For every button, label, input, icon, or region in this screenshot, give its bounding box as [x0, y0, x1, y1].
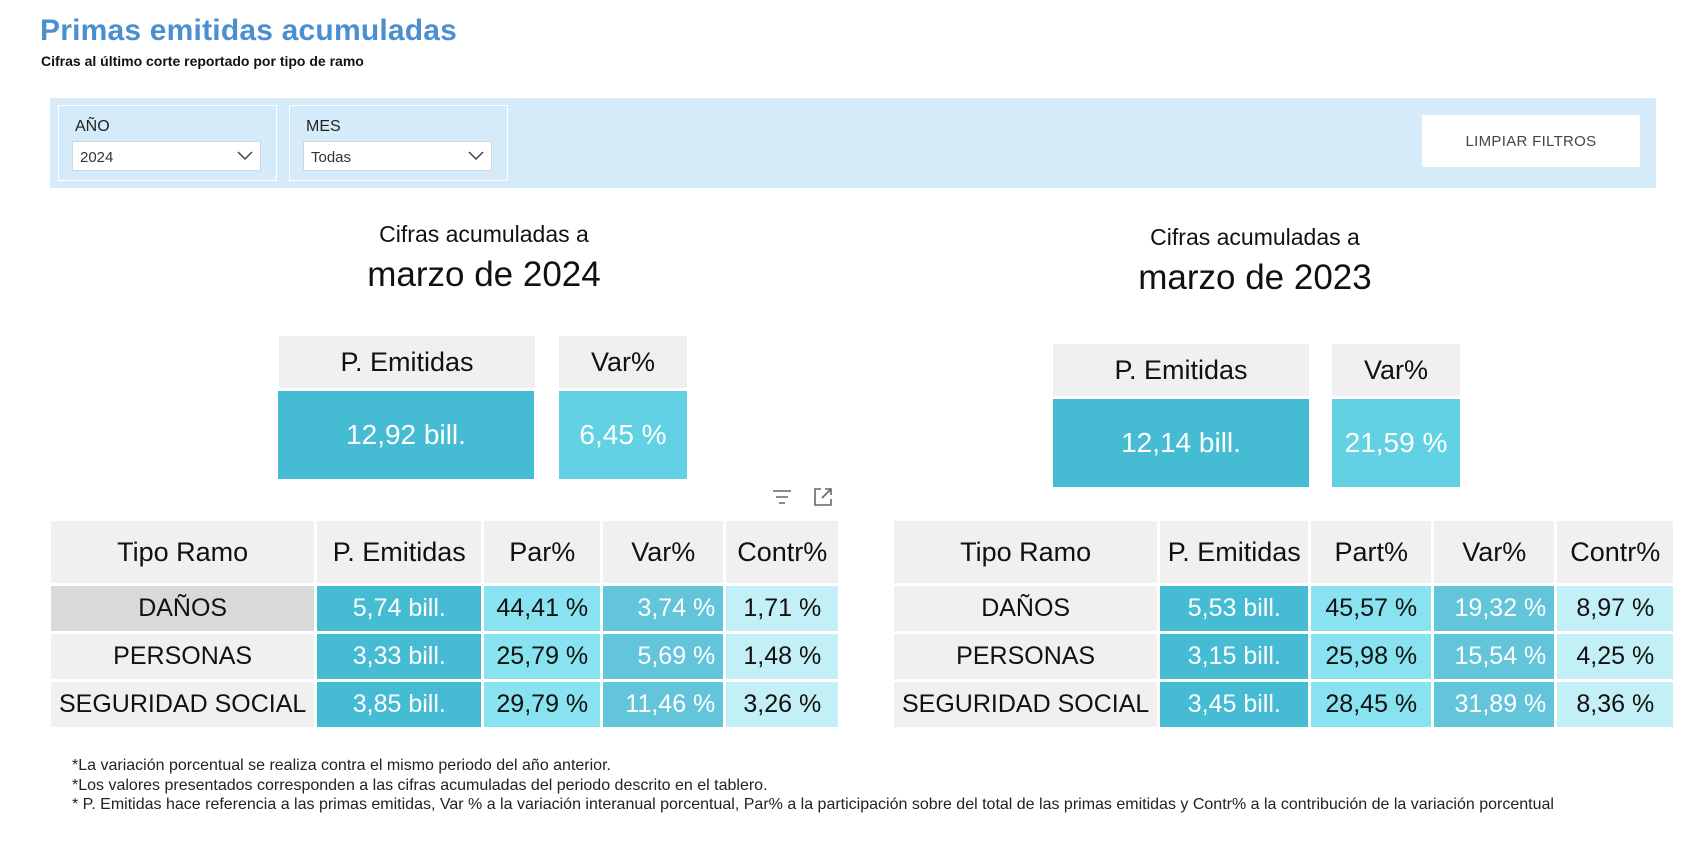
cell-part: 28,45 %	[1311, 682, 1432, 727]
table-row[interactable]: SEGURIDAD SOCIAL 3,45 bill. 28,45 % 31,8…	[894, 682, 1674, 727]
table-row[interactable]: SEGURIDAD SOCIAL 3,85 bill. 29,79 % 11,4…	[51, 682, 839, 727]
cell-contr: 8,36 %	[1557, 682, 1674, 727]
cell-var: 31,89 %	[1434, 682, 1555, 727]
column-header-part[interactable]: Part%	[1311, 521, 1432, 583]
current-pe-kpi-value: 12,92 bill.	[278, 391, 534, 479]
current-var-kpi-label: Var%	[559, 336, 687, 388]
year-dropdown[interactable]: 2024	[72, 141, 261, 171]
table-header-row: Tipo Ramo P. Emitidas Part% Var% Contr%	[894, 521, 1674, 583]
previous-var-kpi-label: Var%	[1332, 344, 1460, 396]
cell-p-emitidas: 3,85 bill.	[317, 682, 482, 727]
cell-p-emitidas: 3,33 bill.	[317, 634, 482, 679]
cell-contr: 8,97 %	[1557, 586, 1674, 631]
month-slicer: MES Todas	[289, 105, 508, 181]
column-header-var[interactable]: Var%	[603, 521, 724, 583]
year-slicer: AÑO 2024	[58, 105, 277, 181]
year-slicer-label: AÑO	[75, 118, 110, 135]
table-row[interactable]: DAÑOS 5,74 bill. 44,41 % 3,74 % 1,71 %	[51, 586, 839, 631]
cell-p-emitidas: 3,15 bill.	[1160, 634, 1309, 679]
filter-icon[interactable]	[771, 486, 793, 508]
footnote-cumulative: *Los valores presentados corresponden a …	[72, 777, 768, 794]
filter-bar: AÑO 2024 MES Todas LIMPIAR FILTROS	[50, 98, 1656, 188]
cell-contr: 1,71 %	[726, 586, 839, 631]
row-label: DAÑOS	[51, 586, 315, 631]
previous-period-title: marzo de 2023	[1138, 258, 1372, 297]
column-header-p-emitidas[interactable]: P. Emitidas	[1160, 521, 1309, 583]
cell-var: 11,46 %	[603, 682, 724, 727]
current-pe-kpi-label: P. Emitidas	[279, 336, 535, 388]
chevron-down-icon	[237, 151, 253, 161]
chevron-down-icon	[468, 151, 484, 161]
cell-p-emitidas: 3,45 bill.	[1160, 682, 1309, 727]
column-header-tipo-ramo[interactable]: Tipo Ramo	[894, 521, 1158, 583]
table-row[interactable]: PERSONAS 3,15 bill. 25,98 % 15,54 % 4,25…	[894, 634, 1674, 679]
current-var-kpi-value: 6,45 %	[559, 391, 687, 479]
row-label: SEGURIDAD SOCIAL	[51, 682, 315, 727]
page-subtitle: Cifras al último corte reportado por tip…	[41, 53, 364, 69]
column-header-contr[interactable]: Contr%	[1557, 521, 1674, 583]
month-dropdown[interactable]: Todas	[303, 141, 492, 171]
cell-p-emitidas: 5,53 bill.	[1160, 586, 1309, 631]
previous-branch-table: Tipo Ramo P. Emitidas Part% Var% Contr% …	[891, 518, 1676, 730]
month-dropdown-value: Todas	[311, 149, 352, 166]
column-header-tipo-ramo[interactable]: Tipo Ramo	[51, 521, 315, 583]
cell-var: 19,32 %	[1434, 586, 1555, 631]
row-label: SEGURIDAD SOCIAL	[894, 682, 1158, 727]
focus-mode-icon[interactable]	[812, 486, 834, 508]
table-row[interactable]: DAÑOS 5,53 bill. 45,57 % 19,32 % 8,97 %	[894, 586, 1674, 631]
year-dropdown-value: 2024	[80, 149, 114, 166]
month-slicer-label: MES	[306, 118, 341, 135]
cell-var: 5,69 %	[603, 634, 724, 679]
previous-var-kpi-value: 21,59 %	[1332, 399, 1460, 487]
row-label: PERSONAS	[51, 634, 315, 679]
cell-var: 3,74 %	[603, 586, 724, 631]
cell-part: 25,98 %	[1311, 634, 1432, 679]
previous-pe-kpi-label: P. Emitidas	[1053, 344, 1309, 396]
footnote-definitions: * P. Emitidas hace referencia a las prim…	[72, 796, 1554, 813]
table-header-row: Tipo Ramo P. Emitidas Par% Var% Contr%	[51, 521, 839, 583]
row-label: PERSONAS	[894, 634, 1158, 679]
table-row[interactable]: PERSONAS 3,33 bill. 25,79 % 5,69 % 1,48 …	[51, 634, 839, 679]
page-title: Primas emitidas acumuladas	[40, 14, 458, 47]
current-branch-table: Tipo Ramo P. Emitidas Par% Var% Contr% D…	[48, 518, 841, 730]
cell-contr: 4,25 %	[1557, 634, 1674, 679]
current-period-caption: Cifras acumuladas a	[379, 221, 589, 247]
column-header-p-emitidas[interactable]: P. Emitidas	[317, 521, 482, 583]
cell-p-emitidas: 5,74 bill.	[317, 586, 482, 631]
cell-contr: 1,48 %	[726, 634, 839, 679]
cell-par: 44,41 %	[484, 586, 601, 631]
previous-period-caption: Cifras acumuladas a	[1150, 224, 1360, 250]
footnote-variation: *La variación porcentual se realiza cont…	[72, 757, 611, 774]
cell-part: 45,57 %	[1311, 586, 1432, 631]
cell-contr: 3,26 %	[726, 682, 839, 727]
column-header-var[interactable]: Var%	[1434, 521, 1555, 583]
current-period-title: marzo de 2024	[367, 255, 601, 294]
cell-par: 25,79 %	[484, 634, 601, 679]
column-header-contr[interactable]: Contr%	[726, 521, 839, 583]
cell-par: 29,79 %	[484, 682, 601, 727]
previous-pe-kpi-value: 12,14 bill.	[1053, 399, 1309, 487]
cell-var: 15,54 %	[1434, 634, 1555, 679]
clear-filters-button[interactable]: LIMPIAR FILTROS	[1422, 115, 1640, 167]
column-header-par[interactable]: Par%	[484, 521, 601, 583]
row-label: DAÑOS	[894, 586, 1158, 631]
